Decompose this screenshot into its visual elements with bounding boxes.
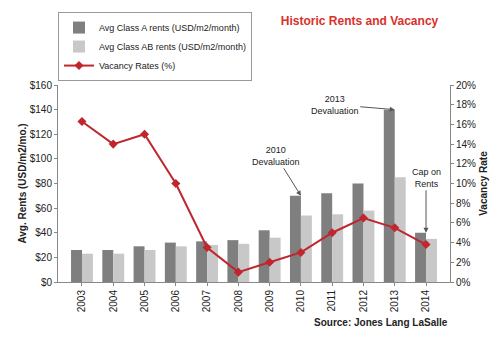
svg-text:Cap onRents: Cap onRents — [412, 167, 441, 189]
svg-text:2013Devaluation: 2013Devaluation — [311, 94, 359, 116]
svg-text:2011: 2011 — [326, 290, 337, 312]
svg-text:Historic Rents and Vacancy: Historic Rents and Vacancy — [281, 14, 439, 28]
svg-text:$100: $100 — [30, 153, 53, 164]
svg-text:2013: 2013 — [389, 290, 400, 313]
svg-text:2004: 2004 — [108, 290, 119, 313]
svg-text:12%: 12% — [456, 158, 476, 169]
svg-text:$120: $120 — [30, 129, 53, 140]
svg-text:$0: $0 — [41, 277, 53, 288]
svg-text:Vacancy Rate: Vacancy Rate — [478, 151, 489, 216]
svg-text:2007: 2007 — [201, 290, 212, 313]
svg-text:10%: 10% — [456, 178, 476, 189]
svg-text:$40: $40 — [35, 227, 52, 238]
svg-text:Source: Jones Lang LaSalle: Source: Jones Lang LaSalle — [314, 317, 448, 328]
svg-text:Avg Class AB rents (USD/m2/mon: Avg Class AB rents (USD/m2/month) — [99, 42, 246, 52]
svg-text:14%: 14% — [456, 139, 476, 150]
svg-text:2006: 2006 — [170, 290, 181, 313]
svg-text:Avg. Rents (USD/m2/mo.): Avg. Rents (USD/m2/mo.) — [17, 123, 28, 243]
svg-text:2008: 2008 — [233, 290, 244, 313]
svg-text:20%: 20% — [456, 80, 476, 91]
svg-text:$20: $20 — [35, 252, 52, 263]
svg-text:2003: 2003 — [76, 290, 87, 313]
svg-text:6%: 6% — [456, 217, 471, 228]
svg-text:$80: $80 — [35, 178, 52, 189]
svg-text:2012: 2012 — [358, 290, 369, 313]
svg-text:2010: 2010 — [295, 290, 306, 313]
svg-text:0%: 0% — [456, 277, 471, 288]
svg-text:18%: 18% — [456, 99, 476, 110]
svg-text:8%: 8% — [456, 198, 471, 209]
svg-text:2005: 2005 — [139, 290, 150, 313]
svg-text:Vacancy Rates (%): Vacancy Rates (%) — [99, 61, 175, 71]
svg-text:2%: 2% — [456, 257, 471, 268]
svg-text:2009: 2009 — [264, 290, 275, 313]
svg-text:2010Devaluation: 2010Devaluation — [252, 145, 300, 167]
svg-text:$160: $160 — [30, 80, 53, 91]
svg-text:Avg Class A rents (USD/m2/mont: Avg Class A rents (USD/m2/month) — [99, 23, 239, 33]
svg-text:16%: 16% — [456, 119, 476, 130]
svg-text:4%: 4% — [456, 237, 471, 248]
svg-text:2014: 2014 — [420, 290, 431, 313]
svg-text:$60: $60 — [35, 203, 52, 214]
svg-text:$140: $140 — [30, 104, 53, 115]
